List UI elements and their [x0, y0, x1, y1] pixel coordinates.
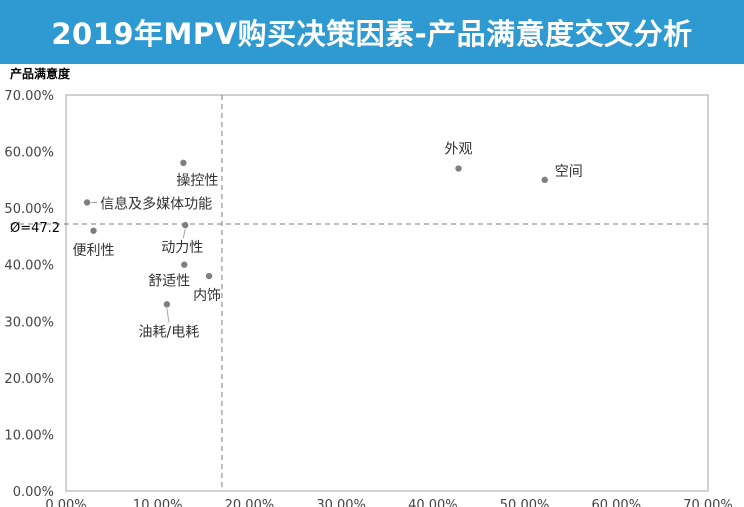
y-tick-label: 0.00%	[13, 485, 54, 500]
data-point	[180, 159, 187, 167]
leader-line	[182, 229, 186, 239]
x-tick-label: 0.00%	[45, 498, 86, 507]
point-label: 便利性	[73, 243, 115, 259]
x-tick-label: 60.00%	[591, 498, 641, 507]
data-point	[182, 221, 189, 229]
point-label: 信息及多媒体功能	[100, 195, 212, 212]
x-tick-label: 50.00%	[500, 498, 550, 507]
point-label: 舒适性	[148, 274, 190, 290]
point-label: 内饰	[193, 288, 221, 304]
title-banner: 2019年MPV购买决策因素-产品满意度交叉分析	[0, 0, 744, 64]
page-title: 2019年MPV购买决策因素-产品满意度交叉分析	[51, 17, 693, 51]
data-point	[541, 176, 548, 184]
y-tick-label: 70.00%	[4, 89, 54, 104]
data-point	[181, 261, 188, 268]
plot-frame	[65, 94, 709, 492]
leader-line	[166, 308, 170, 323]
x-tick-label: 20.00%	[225, 498, 275, 507]
data-point	[90, 227, 97, 234]
scatter-chart: 产品满意度 0.00% 10.00% 20.00% 30.00% 40.00% 50.00%…	[4, 66, 733, 507]
data-point	[83, 199, 91, 206]
point-label: 操控性	[176, 173, 218, 189]
y-tick-label: 40.00%	[4, 259, 54, 274]
x-tick-label: 10.00%	[133, 498, 183, 507]
y-tick-label: 30.00%	[4, 315, 54, 330]
y-tick-label: 20.00%	[4, 372, 54, 387]
data-point	[455, 165, 462, 172]
point-label: 空间	[555, 164, 583, 180]
y-tick-label: 50.00%	[4, 202, 54, 217]
point-label: 动力性	[161, 240, 203, 256]
point-label: 外观	[445, 142, 473, 158]
x-tick-label: 70.00%	[683, 498, 733, 507]
y-average-label: Ø=47.2	[10, 221, 60, 236]
y-tick-label: 10.00%	[4, 428, 54, 443]
x-tick-label: 30.00%	[316, 498, 366, 507]
data-point	[205, 272, 213, 280]
y-tick-label: 60.00%	[4, 146, 54, 161]
point-label: 油耗/电耗	[139, 324, 200, 340]
x-tick-label: 40.00%	[408, 498, 458, 507]
y-axis-label: 产品满意度	[10, 66, 71, 81]
data-point	[163, 301, 171, 308]
